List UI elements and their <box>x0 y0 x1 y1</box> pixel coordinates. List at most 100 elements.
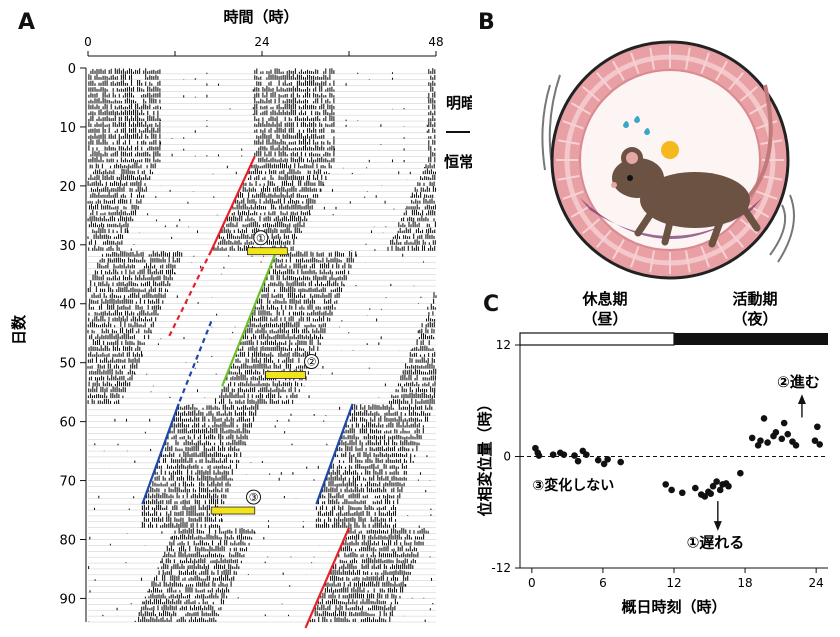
y-tick-label: 50 <box>59 357 76 372</box>
day-activity <box>88 616 426 622</box>
day-activity <box>87 398 435 404</box>
data-point <box>535 452 543 459</box>
data-point <box>811 437 819 445</box>
day-activity <box>88 74 436 80</box>
prc-axes: 12 0 -12 0 6 12 18 24 概日時刻（時） 位相変位量（時） <box>476 332 828 616</box>
delay-label: ①遅れる <box>687 534 745 552</box>
advance-label: ②進む <box>777 373 820 391</box>
data-point <box>668 486 675 494</box>
x-tick-label: 24 <box>254 35 269 49</box>
x-tick-label: 48 <box>428 35 443 49</box>
data-point <box>778 435 786 443</box>
day-activity <box>89 162 435 169</box>
wheel-rung <box>715 239 728 260</box>
rest-period-label: 休息期 <box>581 290 627 308</box>
day-activity <box>161 451 428 457</box>
day-activity <box>88 309 434 316</box>
day-activity <box>99 256 425 263</box>
day-activity <box>89 586 404 593</box>
prc-y-label: 位相変位量（時） <box>476 396 494 516</box>
actogram-markers: ① ② ③ <box>246 230 319 505</box>
data-point <box>604 455 611 463</box>
data-point <box>760 415 768 422</box>
marker-label: ① <box>256 232 266 245</box>
data-point <box>707 490 715 497</box>
day-activity <box>89 368 437 375</box>
data-point <box>600 460 608 468</box>
x-tick-label: 0 <box>84 35 92 49</box>
actogram-light-pulses <box>210 247 306 515</box>
day-activity <box>91 292 437 298</box>
data-point <box>757 437 764 445</box>
wheel-rung <box>630 52 640 74</box>
data-point <box>814 423 821 431</box>
y-tick-label: 10 <box>59 121 76 136</box>
wheel-rung <box>739 85 758 102</box>
day-activity <box>140 521 420 528</box>
wheel-rung <box>739 218 758 235</box>
panel-label-c: C <box>483 292 500 317</box>
y-tick-label: 0 <box>503 450 511 464</box>
day-activity <box>88 386 436 393</box>
data-point <box>764 439 771 446</box>
y-tick-label: -12 <box>491 561 511 575</box>
day-activity <box>166 545 417 552</box>
day-activity <box>88 203 436 210</box>
active-period-label: 活動期 <box>732 290 777 308</box>
wheel-rung <box>582 218 601 235</box>
day-activity <box>88 138 436 145</box>
data-point <box>725 482 732 490</box>
day-activity <box>141 510 432 516</box>
day-activity <box>88 563 414 569</box>
day-activity <box>90 186 437 192</box>
day-activity <box>88 156 436 163</box>
wheel-rung <box>557 174 580 181</box>
y-tick-label: 30 <box>59 239 76 254</box>
day-activity <box>87 327 435 334</box>
day-activity <box>98 492 401 499</box>
day-activity <box>89 533 425 540</box>
day-activity <box>88 303 436 310</box>
wheel-rung <box>570 102 591 115</box>
day-activity <box>88 132 436 139</box>
day-activity <box>94 574 433 581</box>
day-activity <box>87 215 435 222</box>
day-activity <box>90 191 434 198</box>
wheel-rungs <box>556 46 784 274</box>
day-activity <box>94 439 420 446</box>
day-activity <box>88 374 436 381</box>
phase-response-chart: 休息期 （昼） 活動期 （夜） 12 0 -12 0 6 12 18 24 概日時刻（時） 位相変… <box>476 290 828 616</box>
day-activity <box>126 527 429 534</box>
data-point <box>713 478 720 485</box>
day-activity <box>92 274 347 281</box>
wheel-rung <box>649 47 656 70</box>
wheel-rung <box>612 60 625 81</box>
light-pulse-bar <box>265 371 306 379</box>
day-activity <box>87 362 435 369</box>
day-activity <box>88 97 436 104</box>
day-activity <box>130 598 434 605</box>
onset-line <box>177 321 213 405</box>
data-point <box>792 442 800 449</box>
day-activity <box>87 180 435 186</box>
light-pulse-bar <box>247 247 288 256</box>
y-tick-label: 0 <box>68 62 76 77</box>
data-point <box>709 482 717 490</box>
prc-annotations: ②進む ①遅れる ③変化しない <box>532 373 819 552</box>
actogram-y-label: 日数 <box>10 314 28 345</box>
actogram-activity-rows <box>87 68 437 623</box>
no-change-label: ③変化しない <box>532 477 614 494</box>
data-point <box>560 451 568 458</box>
data-point <box>816 441 824 448</box>
day-activity <box>89 333 435 340</box>
y-tick-label: 70 <box>59 475 76 490</box>
data-point <box>692 484 699 492</box>
rest-period-sublabel: （昼） <box>582 310 627 328</box>
y-tick-label: 20 <box>59 180 76 195</box>
day-activity <box>125 557 416 564</box>
day-activity <box>144 427 424 434</box>
day-activity <box>88 103 436 110</box>
x-tick-label: 0 <box>528 576 536 590</box>
day-activity <box>143 516 397 522</box>
day-activity <box>93 168 437 175</box>
